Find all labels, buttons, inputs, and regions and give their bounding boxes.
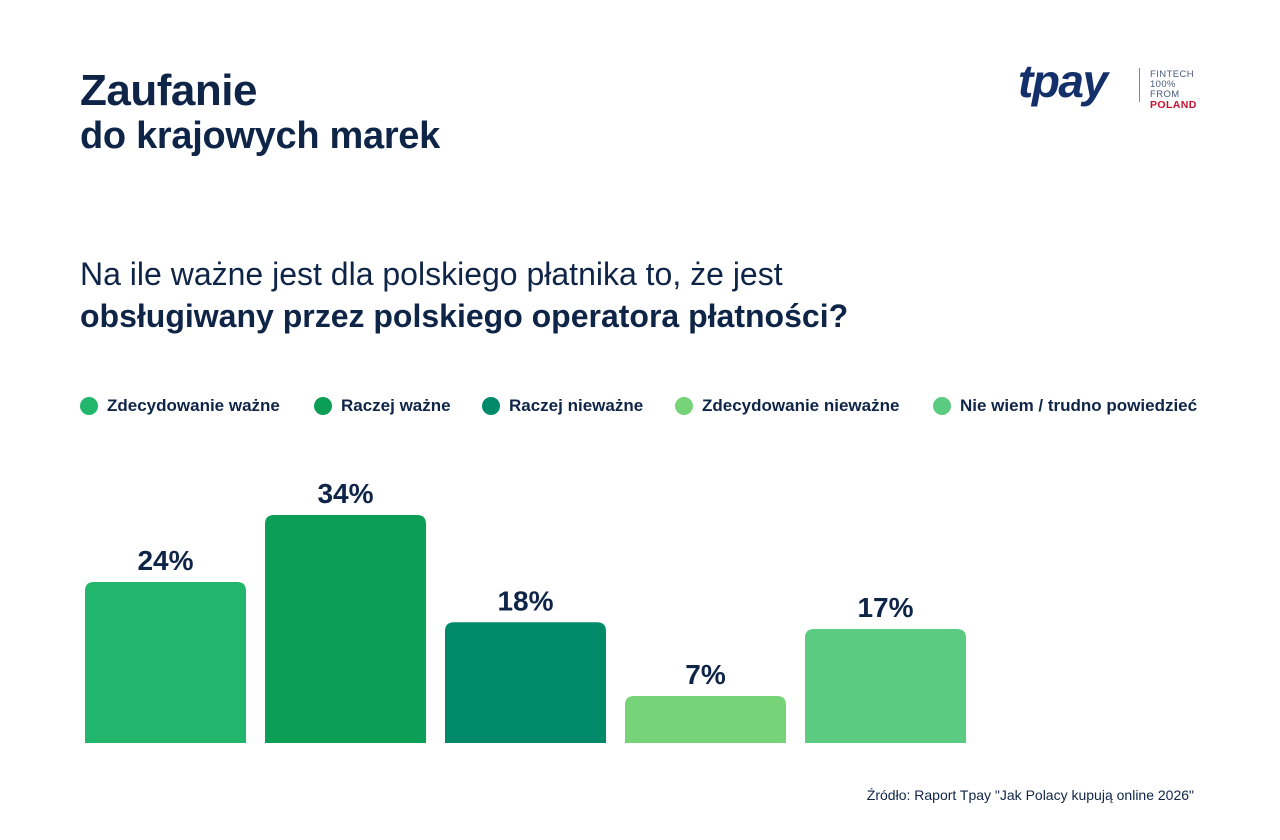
legend-label: Raczej ważne bbox=[341, 396, 451, 415]
legend-item-raczej-wazne: Raczej ważne bbox=[314, 396, 451, 416]
legend-dot bbox=[675, 397, 693, 415]
legend-item-raczej-niewazne: Raczej nieważne bbox=[482, 396, 643, 416]
legend-dot bbox=[933, 397, 951, 415]
logo-wordmark: tpay bbox=[1018, 55, 1108, 107]
chart-question: Na ile ważne jest dla polskiego płatnika… bbox=[80, 254, 848, 337]
bar-2 bbox=[265, 515, 426, 743]
source-note: Źródło: Raport Tpay "Jak Polacy kupują o… bbox=[866, 787, 1194, 803]
logo-tag-line-2: 100% FROM bbox=[1150, 78, 1180, 100]
question-line-1: Na ile ważne jest dla polskiego płatnika… bbox=[80, 256, 783, 292]
legend-item-zdecydowanie-wazne: Zdecydowanie ważne bbox=[80, 396, 280, 416]
legend-dot bbox=[314, 397, 332, 415]
title-line-2: do krajowych marek bbox=[80, 115, 440, 158]
chart-legend: Zdecydowanie ważne Raczej ważne Raczej n… bbox=[80, 396, 1210, 420]
legend-label: Nie wiem / trudno powiedzieć bbox=[960, 396, 1198, 415]
logo-divider bbox=[1139, 68, 1140, 102]
title-line-1: Zaufanie bbox=[80, 66, 257, 115]
logo-tag-line-3: POLAND bbox=[1150, 98, 1197, 111]
bar-value-label-4: 7% bbox=[685, 659, 726, 690]
tpay-logo: tpay FINTECH 100% FROM POLAND bbox=[1018, 55, 1208, 111]
legend-item-zdecydowanie-niewazne: Zdecydowanie nieważne bbox=[675, 396, 899, 416]
legend-dot bbox=[80, 397, 98, 415]
logo-tagline: FINTECH 100% FROM POLAND bbox=[1150, 70, 1208, 111]
legend-item-nie-wiem: Nie wiem / trudno powiedzieć bbox=[933, 396, 1197, 416]
legend-label: Zdecydowanie nieważne bbox=[702, 396, 900, 415]
logo-tag-line-1: FINTECH bbox=[1150, 69, 1194, 80]
bar-4 bbox=[625, 696, 786, 743]
bar-chart: 24% 34% 18% 7% 17% bbox=[85, 478, 966, 743]
bar-3 bbox=[445, 622, 606, 743]
legend-dot bbox=[482, 397, 500, 415]
legend-label: Raczej nieważne bbox=[509, 396, 644, 415]
bar-5 bbox=[805, 629, 966, 743]
bar-value-label-3: 18% bbox=[497, 585, 553, 616]
bar-value-label-1: 24% bbox=[137, 545, 193, 576]
bar-value-label-2: 34% bbox=[317, 478, 373, 509]
question-line-2: obsługiwany przez polskiego operatora pł… bbox=[80, 297, 849, 334]
page-title: Zaufanie do krajowych marek bbox=[80, 66, 440, 158]
legend-label: Zdecydowanie ważne bbox=[107, 396, 280, 415]
bar-value-label-5: 17% bbox=[857, 592, 913, 623]
bar-1 bbox=[85, 582, 246, 743]
